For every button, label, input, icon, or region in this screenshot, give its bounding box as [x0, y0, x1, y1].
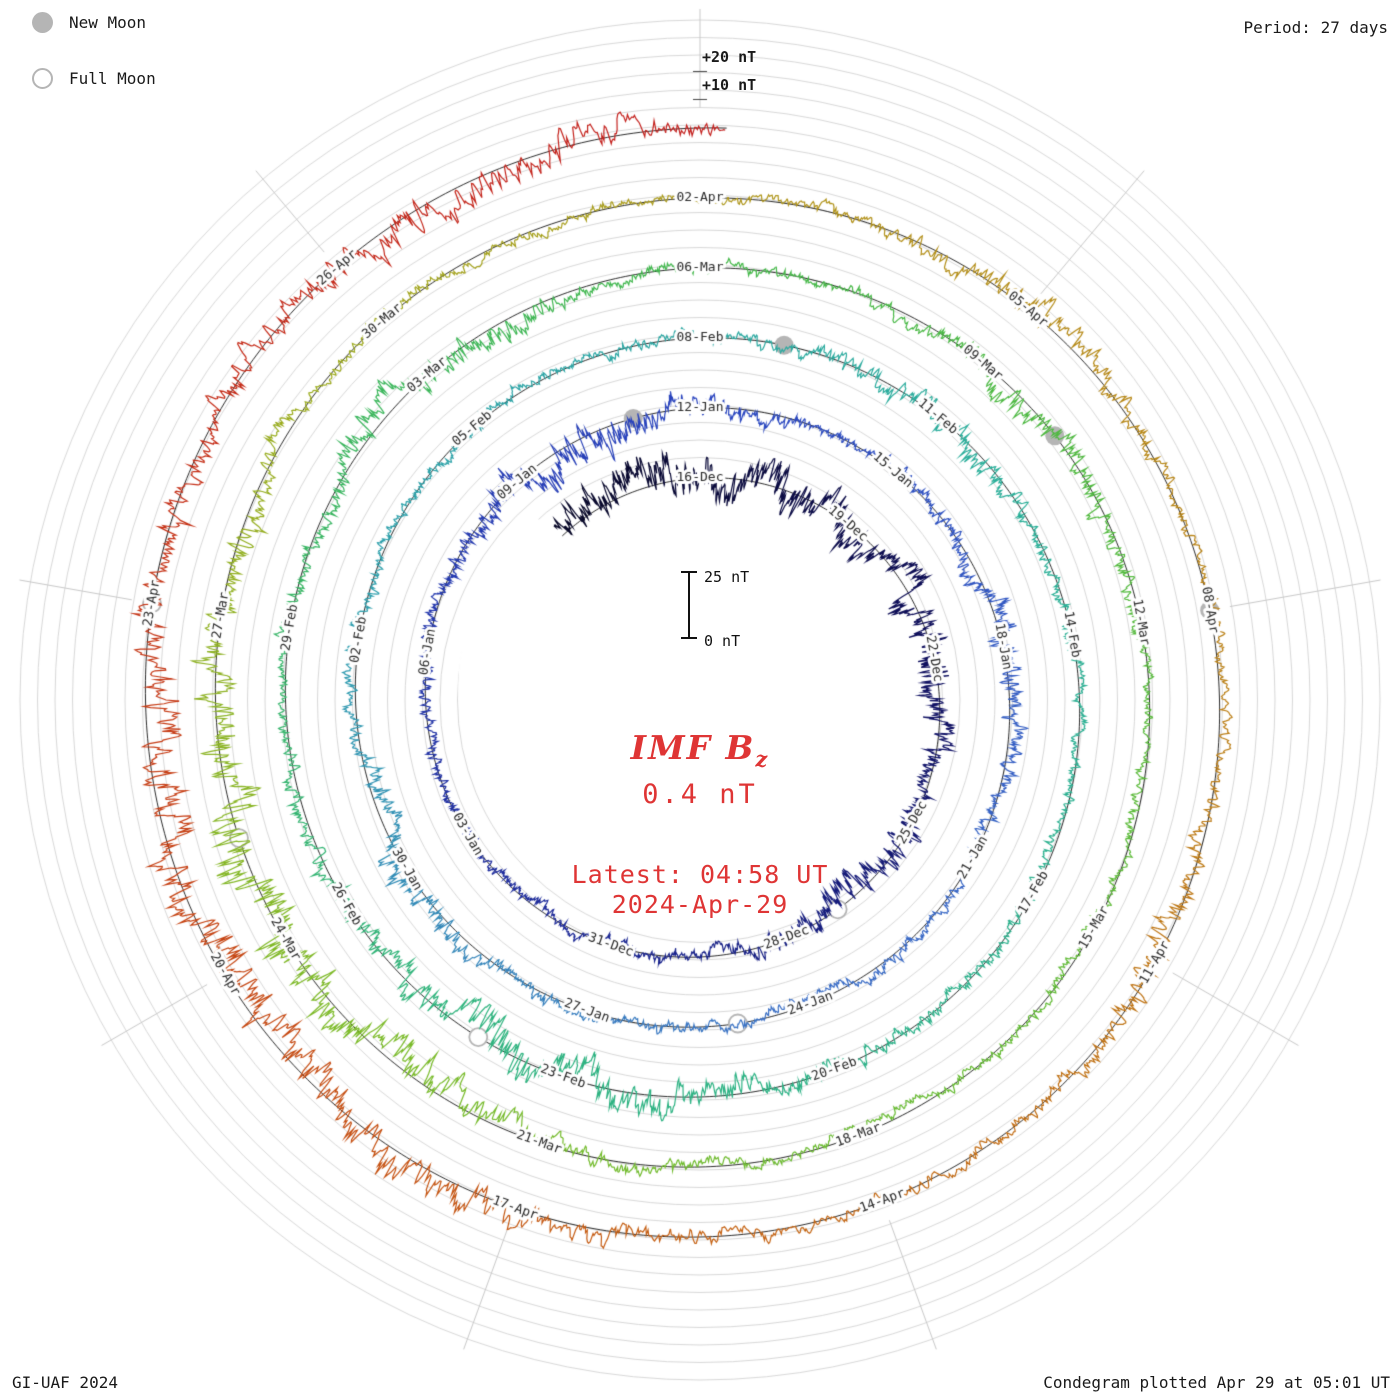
- scale-bar-bottom-label: 0 nT: [704, 632, 741, 650]
- credit-label: GI-UAF 2024: [12, 1373, 118, 1392]
- new-moon-label: New Moon: [69, 12, 147, 32]
- chart-title: IMF Bz: [631, 728, 770, 772]
- scale-bar-top-cap: [681, 571, 697, 573]
- latest-time-label: Latest: 04:58 UT: [571, 860, 829, 889]
- full-moon-icon: [32, 67, 53, 89]
- outer-scale-plus20-label: +20 nT: [702, 48, 757, 66]
- legend-full-moon: Full Moon: [32, 66, 156, 90]
- full-moon-label: Full Moon: [69, 68, 156, 88]
- latest-date-label: 2024-Apr-29: [611, 890, 789, 919]
- chart-title-subscript: z: [755, 746, 770, 772]
- chart-title-main: IMF B: [630, 728, 756, 767]
- legend-new-moon: New Moon: [32, 10, 156, 34]
- new-moon-icon: [32, 11, 53, 33]
- period-label: Period: 27 days: [1243, 18, 1389, 37]
- scale-bar-bottom-cap: [681, 637, 697, 639]
- scale-bar-line: [688, 571, 690, 639]
- scale-bar-top-label: 25 nT: [704, 568, 750, 586]
- outer-scale-plus10-label: +10 nT: [702, 76, 757, 94]
- current-value: 0.4 nT: [642, 779, 758, 810]
- plot-timestamp-label: Condegram plotted Apr 29 at 05:01 UT: [1043, 1373, 1390, 1392]
- moon-legend: New Moon Full Moon: [32, 10, 156, 122]
